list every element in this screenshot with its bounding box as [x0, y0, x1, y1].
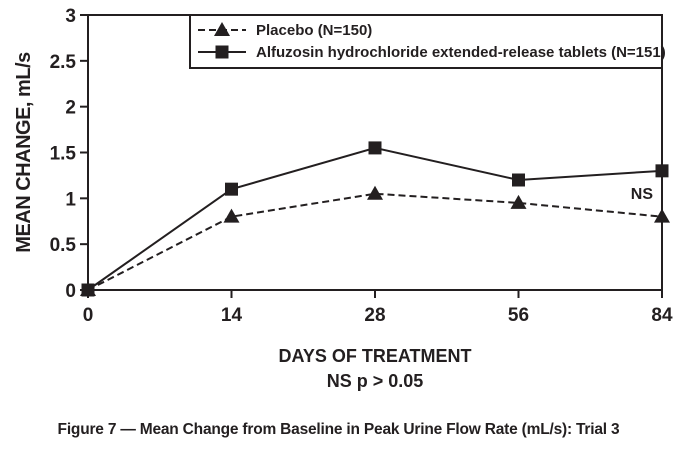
significance-footnote: NS p > 0.05 [327, 371, 424, 391]
x-tick-label: 84 [651, 305, 673, 326]
alfuzosin-square-marker-icon [655, 164, 669, 178]
y-tick-label: 0.5 [50, 235, 77, 256]
x-tick-label: 14 [221, 305, 243, 326]
placebo-triangle-marker-icon [223, 208, 240, 223]
x-tick-label: 0 [83, 305, 94, 326]
legend-placebo-label: Placebo (N=150) [256, 22, 372, 39]
x-tick-label: 56 [508, 305, 529, 326]
alfuzosin-square-marker-icon [225, 182, 238, 196]
y-tick-label: 1 [65, 189, 76, 210]
y-tick-label: 0 [65, 281, 76, 302]
figure-caption: Figure 7 — Mean Change from Baseline in … [57, 421, 620, 438]
ns-annotation: NS [631, 186, 654, 203]
placebo-triangle-marker-icon [654, 208, 670, 223]
x-axis-title: DAYS OF TREATMENT [278, 346, 471, 366]
y-tick-label: 2 [65, 98, 76, 119]
alfuzosin-series-line [87, 146, 663, 291]
placebo-triangle-marker-icon [367, 185, 383, 200]
y-tick-label: 3 [65, 6, 76, 27]
legend-box [189, 14, 663, 69]
placebo-series-line [87, 192, 663, 291]
legend-alfuzosin-label: Alfuzosin hydrochloride extended-release… [256, 44, 666, 61]
alfuzosin-square-marker-icon [512, 173, 525, 187]
legend-alfuzosin-square-marker-icon [215, 45, 229, 59]
chart-canvas: 0 0.5 1 1.5 2 2.5 3 0 14 28 56 84 Placebo (N=150) Alf… [13, 6, 673, 391]
legend-placebo-triangle-marker-icon [214, 22, 230, 36]
y-tick-label: 1.5 [50, 144, 77, 165]
y-tick-label: 2.5 [50, 52, 77, 73]
x-tick-label: 28 [364, 305, 385, 326]
y-axis-title: MEAN CHANGE, mL/s [13, 52, 35, 253]
placebo-triangle-marker-icon [510, 194, 527, 209]
alfuzosin-square-marker-icon [368, 141, 382, 155]
alfuzosin-square-marker-icon [81, 283, 95, 297]
